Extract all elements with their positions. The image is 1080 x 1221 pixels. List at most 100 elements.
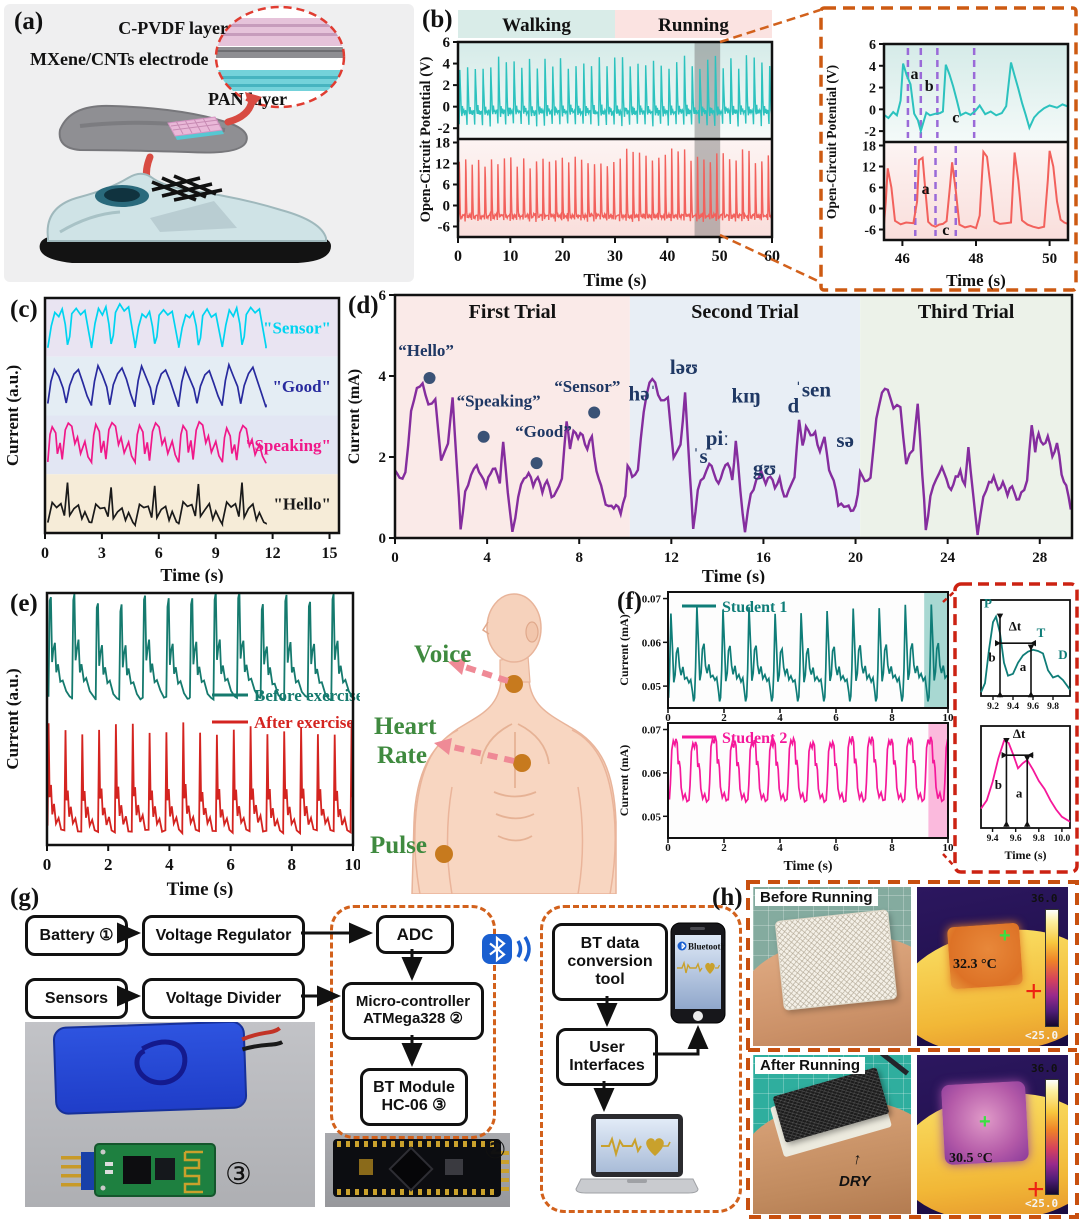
svg-text:30: 30 [607, 248, 623, 265]
svg-text:a: a [1020, 659, 1027, 674]
svg-text:6: 6 [443, 35, 451, 51]
battery-marking [134, 1039, 188, 1086]
svg-text:Current (a.u.): Current (a.u.) [5, 365, 22, 466]
before-running-photo [753, 887, 911, 1046]
svg-text:0.05: 0.05 [642, 811, 662, 823]
mcu-box: Micro-controller ATMega328 ② [342, 982, 484, 1040]
svg-text:"Hello": "Hello" [273, 495, 331, 514]
svg-text:4: 4 [379, 369, 387, 385]
mcu-label-1: Micro-controller [355, 993, 471, 1011]
mcu-dashed-group [330, 905, 496, 1139]
svg-text:9.4: 9.4 [987, 834, 999, 844]
svg-text:0.07: 0.07 [642, 725, 662, 737]
head [486, 593, 542, 663]
panel-h-label: (h) [712, 884, 743, 911]
smartphone: Bluetooth [670, 922, 726, 1024]
svg-text:12: 12 [435, 157, 450, 173]
svg-text:0: 0 [454, 248, 462, 265]
svg-text:0: 0 [869, 203, 876, 218]
svg-text:a: a [911, 66, 919, 83]
shoe [39, 172, 331, 263]
panel-c-chart: "Sensor" "Good" "Speaking" "Hello" 0 3 6 9 12 15 T… [3, 288, 350, 586]
svg-text:c: c [952, 109, 959, 126]
panel-d-label: (d) [348, 292, 379, 319]
svg-text:After exercise: After exercise [254, 713, 354, 732]
arduino-pins-bottom [337, 1189, 497, 1195]
svg-text:9: 9 [212, 545, 220, 562]
bt-data-label-2: conversion [567, 953, 653, 971]
panel-b-chart: Walking Running 6 4 2 0 -2 18 12 6 0 -6 0 10 20 30 40 50 6… [418, 2, 820, 292]
svg-text:0.06: 0.06 [642, 768, 662, 780]
svg-text:2: 2 [721, 842, 727, 854]
svg-text:4: 4 [777, 842, 783, 854]
ear [525, 621, 539, 643]
scale-max-before: 36.0 [1031, 892, 1058, 905]
face-profile [481, 621, 490, 635]
svg-text:P: P [984, 595, 992, 610]
svg-text:10: 10 [502, 248, 518, 265]
scale-max-after: 36.0 [1031, 1062, 1058, 1075]
svg-text:6: 6 [869, 38, 876, 53]
svg-text:0: 0 [443, 100, 451, 116]
panel-g-label: (g) [10, 884, 40, 911]
svg-text:Walking: Walking [502, 15, 571, 36]
svg-text:10: 10 [943, 712, 955, 724]
svg-text:Time (s): Time (s) [160, 565, 223, 583]
arrow-patch-to-inset [224, 92, 262, 126]
sensor-dots [435, 675, 531, 863]
svg-text:46: 46 [895, 251, 911, 267]
svg-text:9.4: 9.4 [1007, 702, 1019, 712]
svg-text:9.6: 9.6 [1010, 834, 1022, 844]
svg-text:0: 0 [43, 855, 52, 874]
svg-text:b: b [925, 78, 934, 95]
tag-3: ③ [225, 1158, 252, 1191]
heart-dot [513, 754, 531, 772]
inset-dashed-ellipse [214, 5, 346, 109]
svg-text:-2: -2 [438, 121, 451, 137]
voltage-divider-box: Voltage Divider [142, 978, 305, 1019]
svg-text:“Speaking”: “Speaking” [457, 391, 541, 410]
svg-text:12: 12 [265, 545, 281, 562]
voice-dot [505, 675, 523, 693]
colorbar-before [1045, 909, 1059, 1027]
bt-data-label-1: BT data [580, 935, 640, 953]
svg-text:Time (s): Time (s) [167, 879, 234, 898]
svg-text:Before exercise: Before exercise [254, 686, 360, 705]
voltage-regulator-label: Voltage Regulator [155, 926, 292, 944]
after-running-photo: ↑ DRY [753, 1055, 911, 1214]
svg-text:Time (s): Time (s) [583, 270, 646, 291]
red-cursor-before: + [1025, 975, 1043, 1008]
svg-text:0: 0 [665, 842, 671, 854]
svg-text:2: 2 [443, 78, 451, 94]
svg-text:Time (s): Time (s) [702, 566, 765, 584]
svg-text:həˈ: həˈ [629, 381, 657, 405]
battery-box: Battery ① [25, 915, 128, 956]
svg-text:Student 2: Student 2 [722, 730, 787, 747]
bt-module-box: BT Module HC-06 ③ [360, 1068, 468, 1126]
svg-text:c: c [942, 222, 949, 239]
label-c-pvdf: C-PVDF layer [118, 18, 228, 38]
thermal-after: + + 30.5 °C 36.0 <25.0 [917, 1055, 1068, 1214]
svg-text:-2: -2 [864, 125, 876, 140]
phone-ecg-graphic [677, 960, 721, 974]
svg-text:"Sensor": "Sensor" [263, 318, 331, 337]
svg-text:-6: -6 [864, 224, 876, 239]
svg-text:"Good": "Good" [272, 377, 331, 396]
panel-b-label: (b) [422, 6, 453, 33]
panel-b-connector-lines [719, 8, 821, 284]
svg-text:2: 2 [104, 855, 113, 874]
ui-dashed-group [540, 905, 742, 1213]
arduino-photo: ② [325, 1133, 510, 1207]
panel-f-chart: Student 1 0.05 0.06 0.07 0 2 4 6 8 10 Current (mA)… [612, 580, 960, 876]
svg-text:4: 4 [165, 855, 174, 874]
dry-label: DRY [839, 1173, 871, 1190]
before-running-label: Before Running [755, 889, 878, 906]
svg-text:First Trial: First Trial [469, 301, 557, 323]
svg-text:Time (s): Time (s) [783, 859, 832, 874]
svg-text:3: 3 [98, 545, 106, 562]
svg-text:6: 6 [155, 545, 163, 562]
panel-f-label: (f) [617, 588, 642, 615]
pulse-dot [435, 845, 453, 863]
green-cursor-after: + [979, 1111, 991, 1133]
user-interfaces-label-1: User [589, 1039, 625, 1057]
